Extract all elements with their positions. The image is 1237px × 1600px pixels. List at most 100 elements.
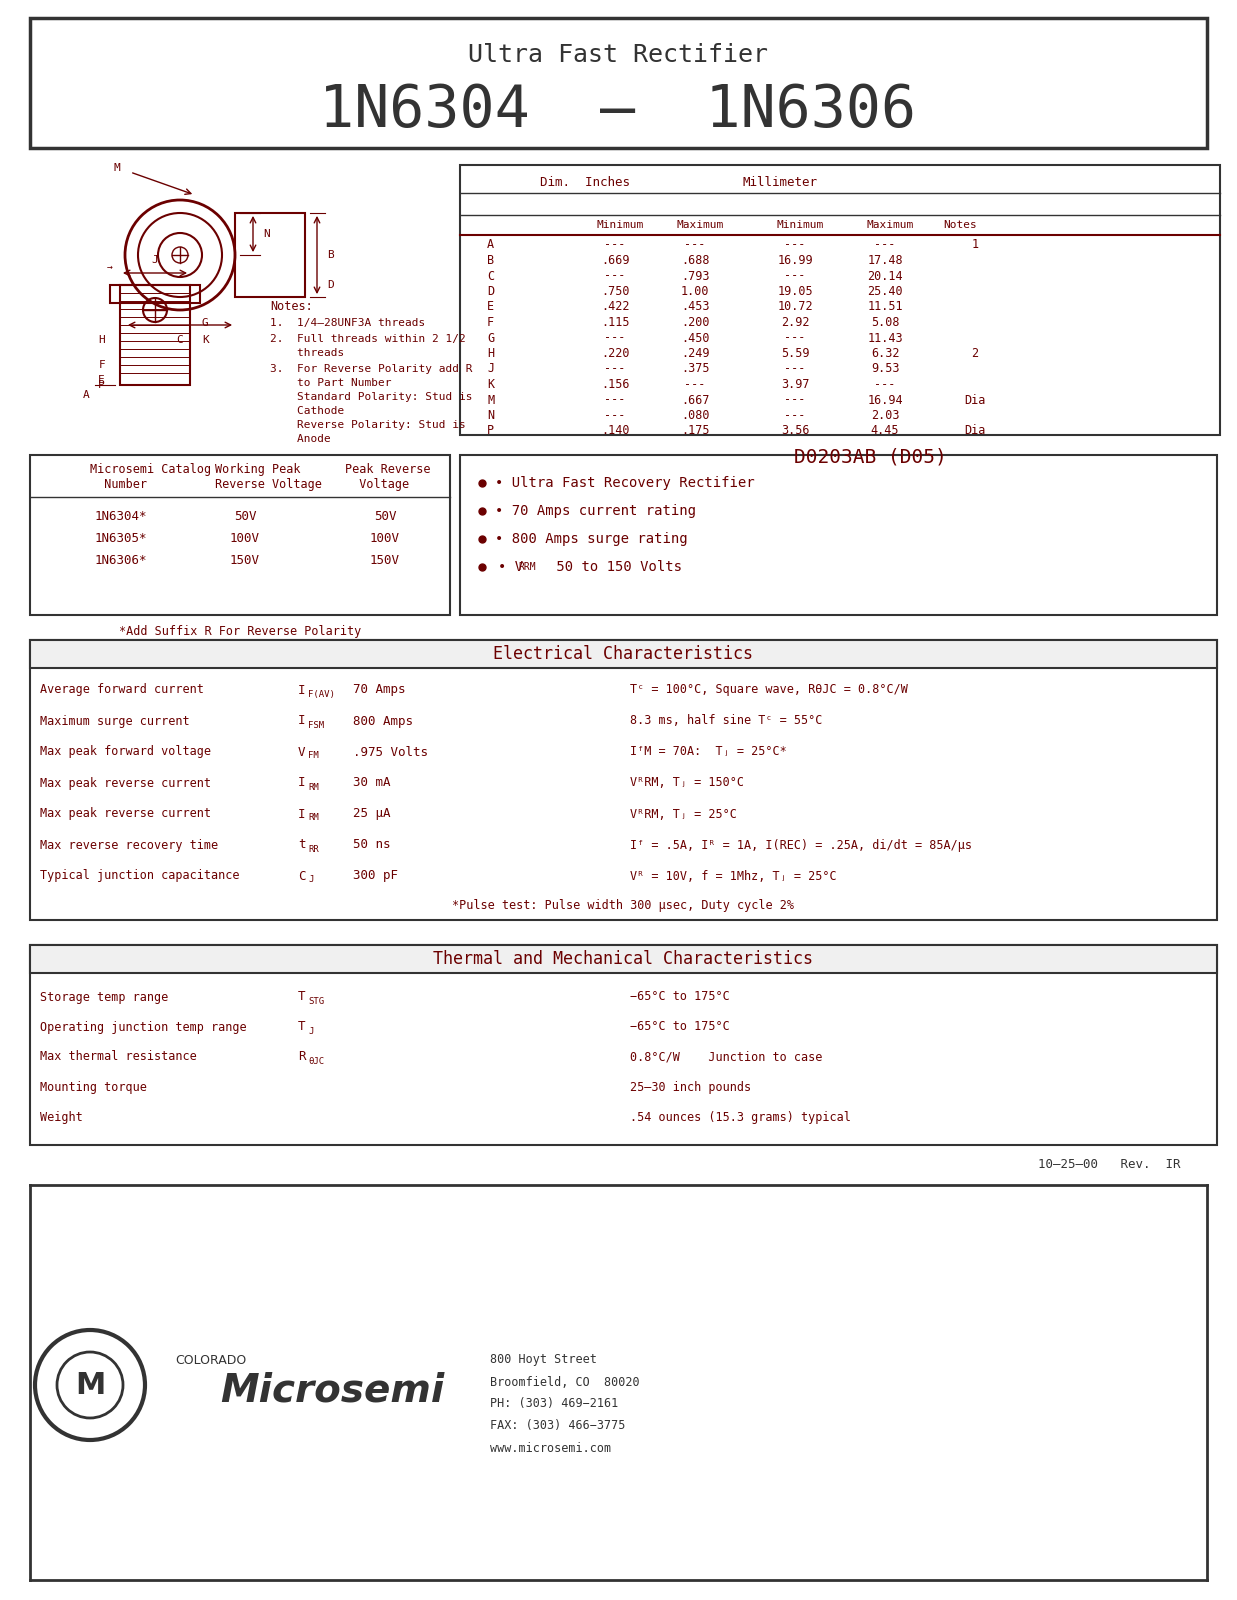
Text: 10.72: 10.72 <box>777 301 813 314</box>
Text: Dim.  Inches: Dim. Inches <box>541 176 630 189</box>
Text: D: D <box>487 285 494 298</box>
Bar <box>120 285 190 386</box>
Text: • V: • V <box>499 560 523 574</box>
Text: ---: --- <box>784 331 805 344</box>
Text: θJC: θJC <box>308 1056 324 1066</box>
Text: 0.8°C/W    Junction to case: 0.8°C/W Junction to case <box>630 1051 823 1064</box>
Text: 2.03: 2.03 <box>871 410 899 422</box>
Bar <box>460 454 1217 614</box>
Text: .249: .249 <box>680 347 709 360</box>
Text: ---: --- <box>784 394 805 406</box>
Text: ---: --- <box>605 238 626 251</box>
Text: 300 pF: 300 pF <box>353 869 398 883</box>
Text: 150V: 150V <box>370 555 400 568</box>
Text: M: M <box>114 163 120 173</box>
Text: IᶠM = 70A:  Tⱼ = 25°C*: IᶠM = 70A: Tⱼ = 25°C* <box>630 746 787 758</box>
Text: Ultra Fast Rectifier: Ultra Fast Rectifier <box>468 43 768 67</box>
Text: I: I <box>298 715 306 728</box>
Text: 70 Amps: 70 Amps <box>353 683 406 696</box>
Text: Maximum: Maximum <box>677 219 724 230</box>
Text: Cathode: Cathode <box>270 406 344 416</box>
Text: Max peak reverse current: Max peak reverse current <box>40 808 212 821</box>
Text: Storage temp range: Storage temp range <box>40 990 168 1003</box>
Text: ---: --- <box>784 363 805 376</box>
Text: Electrical Characteristics: Electrical Characteristics <box>494 645 753 662</box>
Text: Minimum: Minimum <box>777 219 824 230</box>
Text: 50 to 150 Volts: 50 to 150 Volts <box>548 560 682 574</box>
Text: Notes: Notes <box>943 219 977 230</box>
Text: Dia: Dia <box>965 424 986 437</box>
Bar <box>30 18 1207 149</box>
Text: FAX: (303) 466−3775: FAX: (303) 466−3775 <box>490 1419 626 1432</box>
Text: .688: .688 <box>680 254 709 267</box>
Text: 50 ns: 50 ns <box>353 838 391 851</box>
Text: t: t <box>298 838 306 851</box>
Text: 1N6306*: 1N6306* <box>95 555 147 568</box>
Text: .175: .175 <box>680 424 709 437</box>
Text: Standard Polarity: Stud is: Standard Polarity: Stud is <box>270 392 473 402</box>
Text: V: V <box>298 746 306 758</box>
Text: F(AV): F(AV) <box>308 690 335 699</box>
Text: ---: --- <box>605 363 626 376</box>
Text: 10–25–00   Rev.  IR: 10–25–00 Rev. IR <box>1038 1158 1180 1171</box>
Text: ---: --- <box>784 238 805 251</box>
Text: ---: --- <box>605 394 626 406</box>
Text: T: T <box>298 1021 306 1034</box>
Text: Millimeter: Millimeter <box>742 176 818 189</box>
Text: −65°C to 175°C: −65°C to 175°C <box>630 1021 730 1034</box>
Text: RR: RR <box>308 845 319 853</box>
Text: VᴿRM, Tⱼ = 25°C: VᴿRM, Tⱼ = 25°C <box>630 808 737 821</box>
Text: 1.00: 1.00 <box>680 285 709 298</box>
Text: 25–30 inch pounds: 25–30 inch pounds <box>630 1080 751 1093</box>
Text: PH: (303) 469−2161: PH: (303) 469−2161 <box>490 1397 618 1411</box>
Text: 20.14: 20.14 <box>867 269 903 283</box>
Text: Max peak reverse current: Max peak reverse current <box>40 776 212 789</box>
Bar <box>235 213 306 298</box>
Text: Anode: Anode <box>270 434 330 443</box>
Text: Iᶠ = .5A, Iᴿ = 1A, I(REC) = .25A, di/dt = 85A/μs: Iᶠ = .5A, Iᴿ = 1A, I(REC) = .25A, di/dt … <box>630 838 972 851</box>
Text: .200: .200 <box>680 317 709 330</box>
Text: .422: .422 <box>601 301 630 314</box>
Text: M: M <box>74 1371 105 1400</box>
Text: C: C <box>298 869 306 883</box>
Text: Operating junction temp range: Operating junction temp range <box>40 1021 246 1034</box>
Text: 5.08: 5.08 <box>871 317 899 330</box>
Text: Weight: Weight <box>40 1110 83 1123</box>
Text: N: N <box>263 229 270 238</box>
Text: C: C <box>177 334 183 346</box>
Text: Maximum surge current: Maximum surge current <box>40 715 189 728</box>
Text: ---: --- <box>605 331 626 344</box>
Text: J: J <box>308 1027 313 1035</box>
Text: F: F <box>487 317 494 330</box>
Text: • Ultra Fast Recovery Rectifier: • Ultra Fast Recovery Rectifier <box>495 477 755 490</box>
Text: 50V: 50V <box>234 510 256 523</box>
Text: .667: .667 <box>680 394 709 406</box>
Text: A: A <box>83 390 90 400</box>
Text: 1.  1/4–28UNF3A threads: 1. 1/4–28UNF3A threads <box>270 318 426 328</box>
Text: B: B <box>327 250 334 259</box>
Text: ---: --- <box>684 238 705 251</box>
Bar <box>30 640 1217 920</box>
Text: G: G <box>487 331 494 344</box>
Text: 17.48: 17.48 <box>867 254 903 267</box>
Text: 11.51: 11.51 <box>867 301 903 314</box>
Text: .450: .450 <box>680 331 709 344</box>
Text: Average forward current: Average forward current <box>40 683 204 696</box>
Text: Thermal and Mechanical Characteristics: Thermal and Mechanical Characteristics <box>433 950 813 968</box>
Text: 19.05: 19.05 <box>777 285 813 298</box>
Text: 50V: 50V <box>374 510 396 523</box>
Text: Max reverse recovery time: Max reverse recovery time <box>40 838 218 851</box>
Text: .156: .156 <box>601 378 630 390</box>
Text: I: I <box>298 683 306 696</box>
Text: D0203AB (D05): D0203AB (D05) <box>794 448 946 467</box>
Text: VᴿRM, Tⱼ = 150°C: VᴿRM, Tⱼ = 150°C <box>630 776 743 789</box>
Text: Max thermal resistance: Max thermal resistance <box>40 1051 197 1064</box>
Text: ---: --- <box>784 410 805 422</box>
Text: ---: --- <box>605 269 626 283</box>
Text: C: C <box>487 269 494 283</box>
Text: STG: STG <box>308 997 324 1005</box>
Text: .375: .375 <box>680 363 709 376</box>
Text: *Add Suffix R For Reverse Polarity: *Add Suffix R For Reverse Polarity <box>119 624 361 637</box>
Text: M: M <box>487 394 494 406</box>
Text: H: H <box>487 347 494 360</box>
